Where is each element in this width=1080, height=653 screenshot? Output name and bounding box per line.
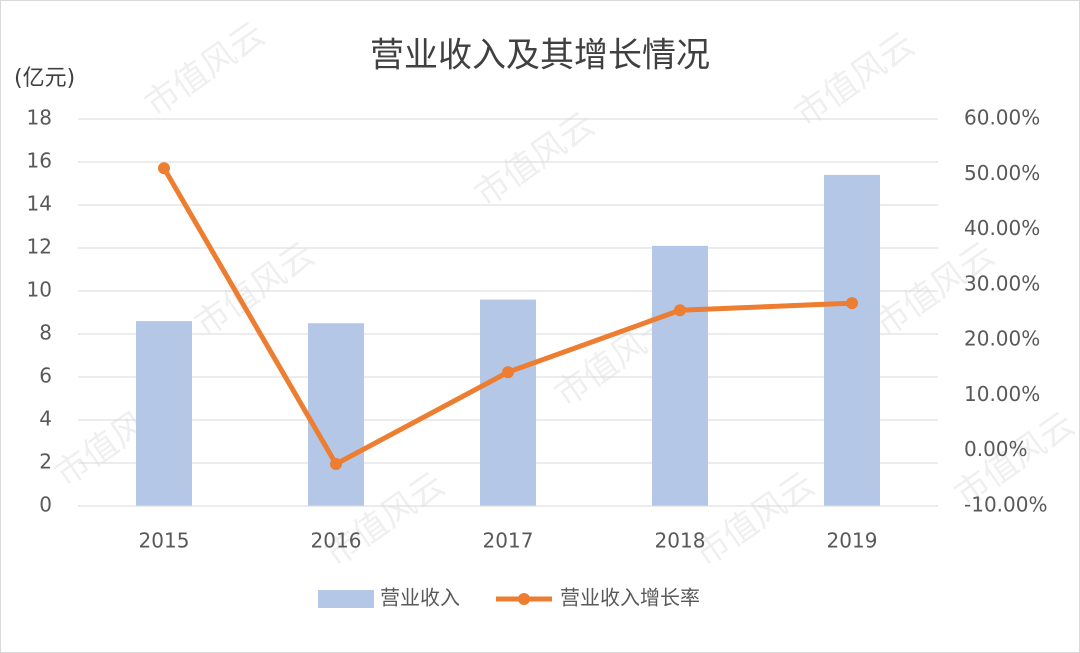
y2-tick-label: 10.00% [964, 382, 1040, 406]
bar [136, 321, 192, 506]
y-tick-label: 2 [39, 450, 52, 474]
y2-tick-label: 30.00% [964, 271, 1040, 295]
bar [824, 174, 880, 506]
y2-tick-label: 20.00% [964, 327, 1040, 351]
line-marker [846, 297, 858, 310]
y-tick-label: 12 [27, 235, 52, 259]
y-tick-label: 6 [39, 364, 52, 388]
chart-title: 营业收入及其增长情况 [370, 36, 710, 76]
x-tick-label: 2018 [655, 529, 706, 553]
legend-swatch [318, 590, 374, 608]
y-tick-label: 18 [27, 106, 52, 130]
bar [308, 323, 364, 506]
x-tick-label: 2017 [483, 529, 534, 553]
line-marker [158, 162, 170, 175]
x-tick-label: 2016 [311, 529, 362, 553]
y-tick-label: 16 [27, 149, 52, 173]
line-marker [502, 366, 514, 379]
legend-swatch [518, 593, 530, 605]
y-axis-label: (亿元) [14, 66, 75, 91]
y-tick-label: 10 [27, 278, 52, 302]
line-marker [674, 304, 686, 317]
y2-tick-label: -10.00% [964, 493, 1047, 517]
y-tick-label: 0 [39, 493, 52, 517]
x-tick-label: 2019 [827, 529, 878, 553]
legend-label: 营业收入增长率 [560, 586, 700, 610]
y2-tick-label: 0.00% [964, 437, 1028, 461]
legend-label: 营业收入 [380, 586, 460, 610]
y-tick-label: 14 [27, 192, 52, 216]
y-tick-label: 4 [39, 407, 52, 431]
y-tick-label: 8 [39, 321, 52, 345]
y2-tick-label: 60.00% [964, 106, 1040, 130]
y2-tick-label: 50.00% [964, 161, 1040, 185]
bar [652, 245, 708, 506]
bar [480, 299, 536, 506]
line-marker [330, 457, 342, 470]
x-tick-label: 2015 [139, 529, 190, 553]
y2-tick-label: 40.00% [964, 216, 1040, 240]
